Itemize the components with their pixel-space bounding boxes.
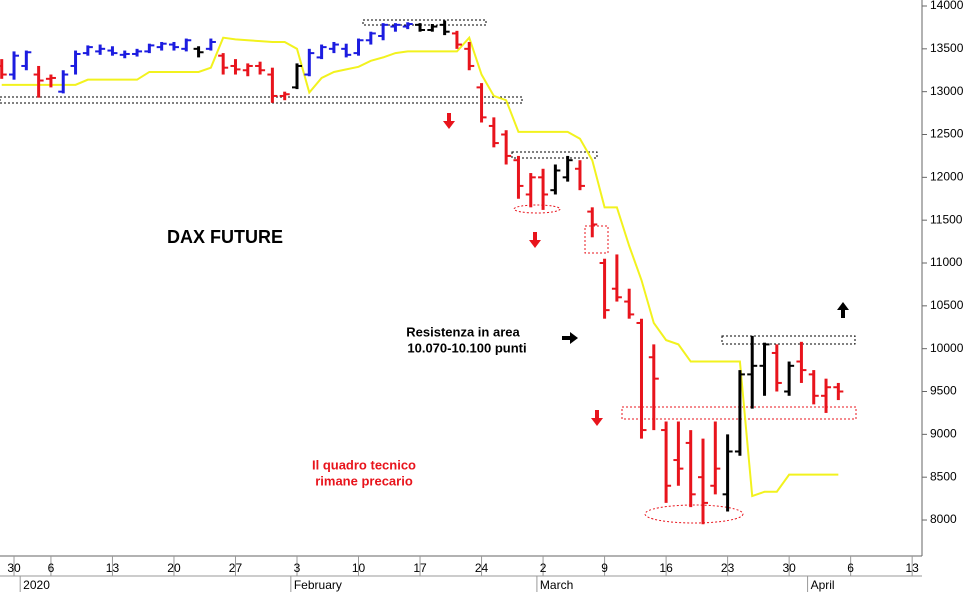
level-box (0, 96, 523, 104)
x-tick-label: 3 (294, 561, 301, 575)
y-tick-label: 9500 (930, 384, 957, 398)
y-tick-label: 11500 (930, 212, 963, 226)
x-tick-label: 10 (352, 561, 366, 575)
x-tick-label: 17 (413, 561, 427, 575)
arrows (443, 113, 849, 426)
arrow-down (443, 113, 455, 129)
x-tick-label: 30 (7, 561, 21, 575)
level-box (511, 151, 598, 159)
x-tick-label: 13 (106, 561, 120, 575)
annotation: rimane precario (315, 473, 413, 488)
annotation: Il quadro tecnico (312, 457, 416, 472)
x-tick-label: 24 (475, 561, 489, 575)
y-tick-label: 10000 (930, 341, 964, 355)
x-tick-label: 23 (721, 561, 735, 575)
y-tick-label: 10500 (930, 298, 964, 312)
x-tick-label: 9 (601, 561, 608, 575)
x-tick-label: 2 (540, 561, 547, 575)
y-tick-label: 8000 (930, 512, 957, 526)
x-tick-label: 6 (48, 561, 55, 575)
arrow-right (562, 332, 578, 344)
x-tick-label: 6 (847, 561, 854, 575)
x-tick-label: 27 (229, 561, 243, 575)
chart-title: DAX FUTURE (167, 227, 283, 247)
x-tick-label: 13 (905, 561, 919, 575)
stop-line (1, 35, 839, 498)
level-box (721, 335, 856, 345)
y-tick-label: 12000 (930, 170, 964, 184)
low-ellipse (644, 504, 744, 524)
month-label: April (811, 578, 835, 592)
y-tick-label: 9000 (930, 427, 957, 441)
month-label: 2020 (23, 578, 50, 592)
y-tick-label: 12500 (930, 127, 964, 141)
month-label: March (540, 578, 573, 592)
low-ellipse (513, 204, 561, 214)
levels (0, 19, 857, 524)
y-tick-label: 8500 (930, 469, 957, 483)
y-tick-label: 14000 (930, 0, 964, 12)
gap-box (584, 225, 609, 254)
arrow-down (529, 232, 541, 248)
y-tick-label: 13000 (930, 84, 964, 98)
y-tick-label: 13500 (930, 41, 964, 55)
month-label: February (294, 578, 342, 592)
y-tick-label: 11000 (930, 255, 963, 269)
annotation: 10.070-10.100 punti (407, 340, 526, 355)
level-box (362, 19, 487, 26)
x-tick-label: 20 (167, 561, 181, 575)
arrow-down (591, 410, 603, 426)
arrow-up (837, 302, 849, 318)
x-tick-label: 30 (782, 561, 796, 575)
annotation: Resistenza in area (406, 324, 520, 339)
x-tick-label: 16 (659, 561, 673, 575)
